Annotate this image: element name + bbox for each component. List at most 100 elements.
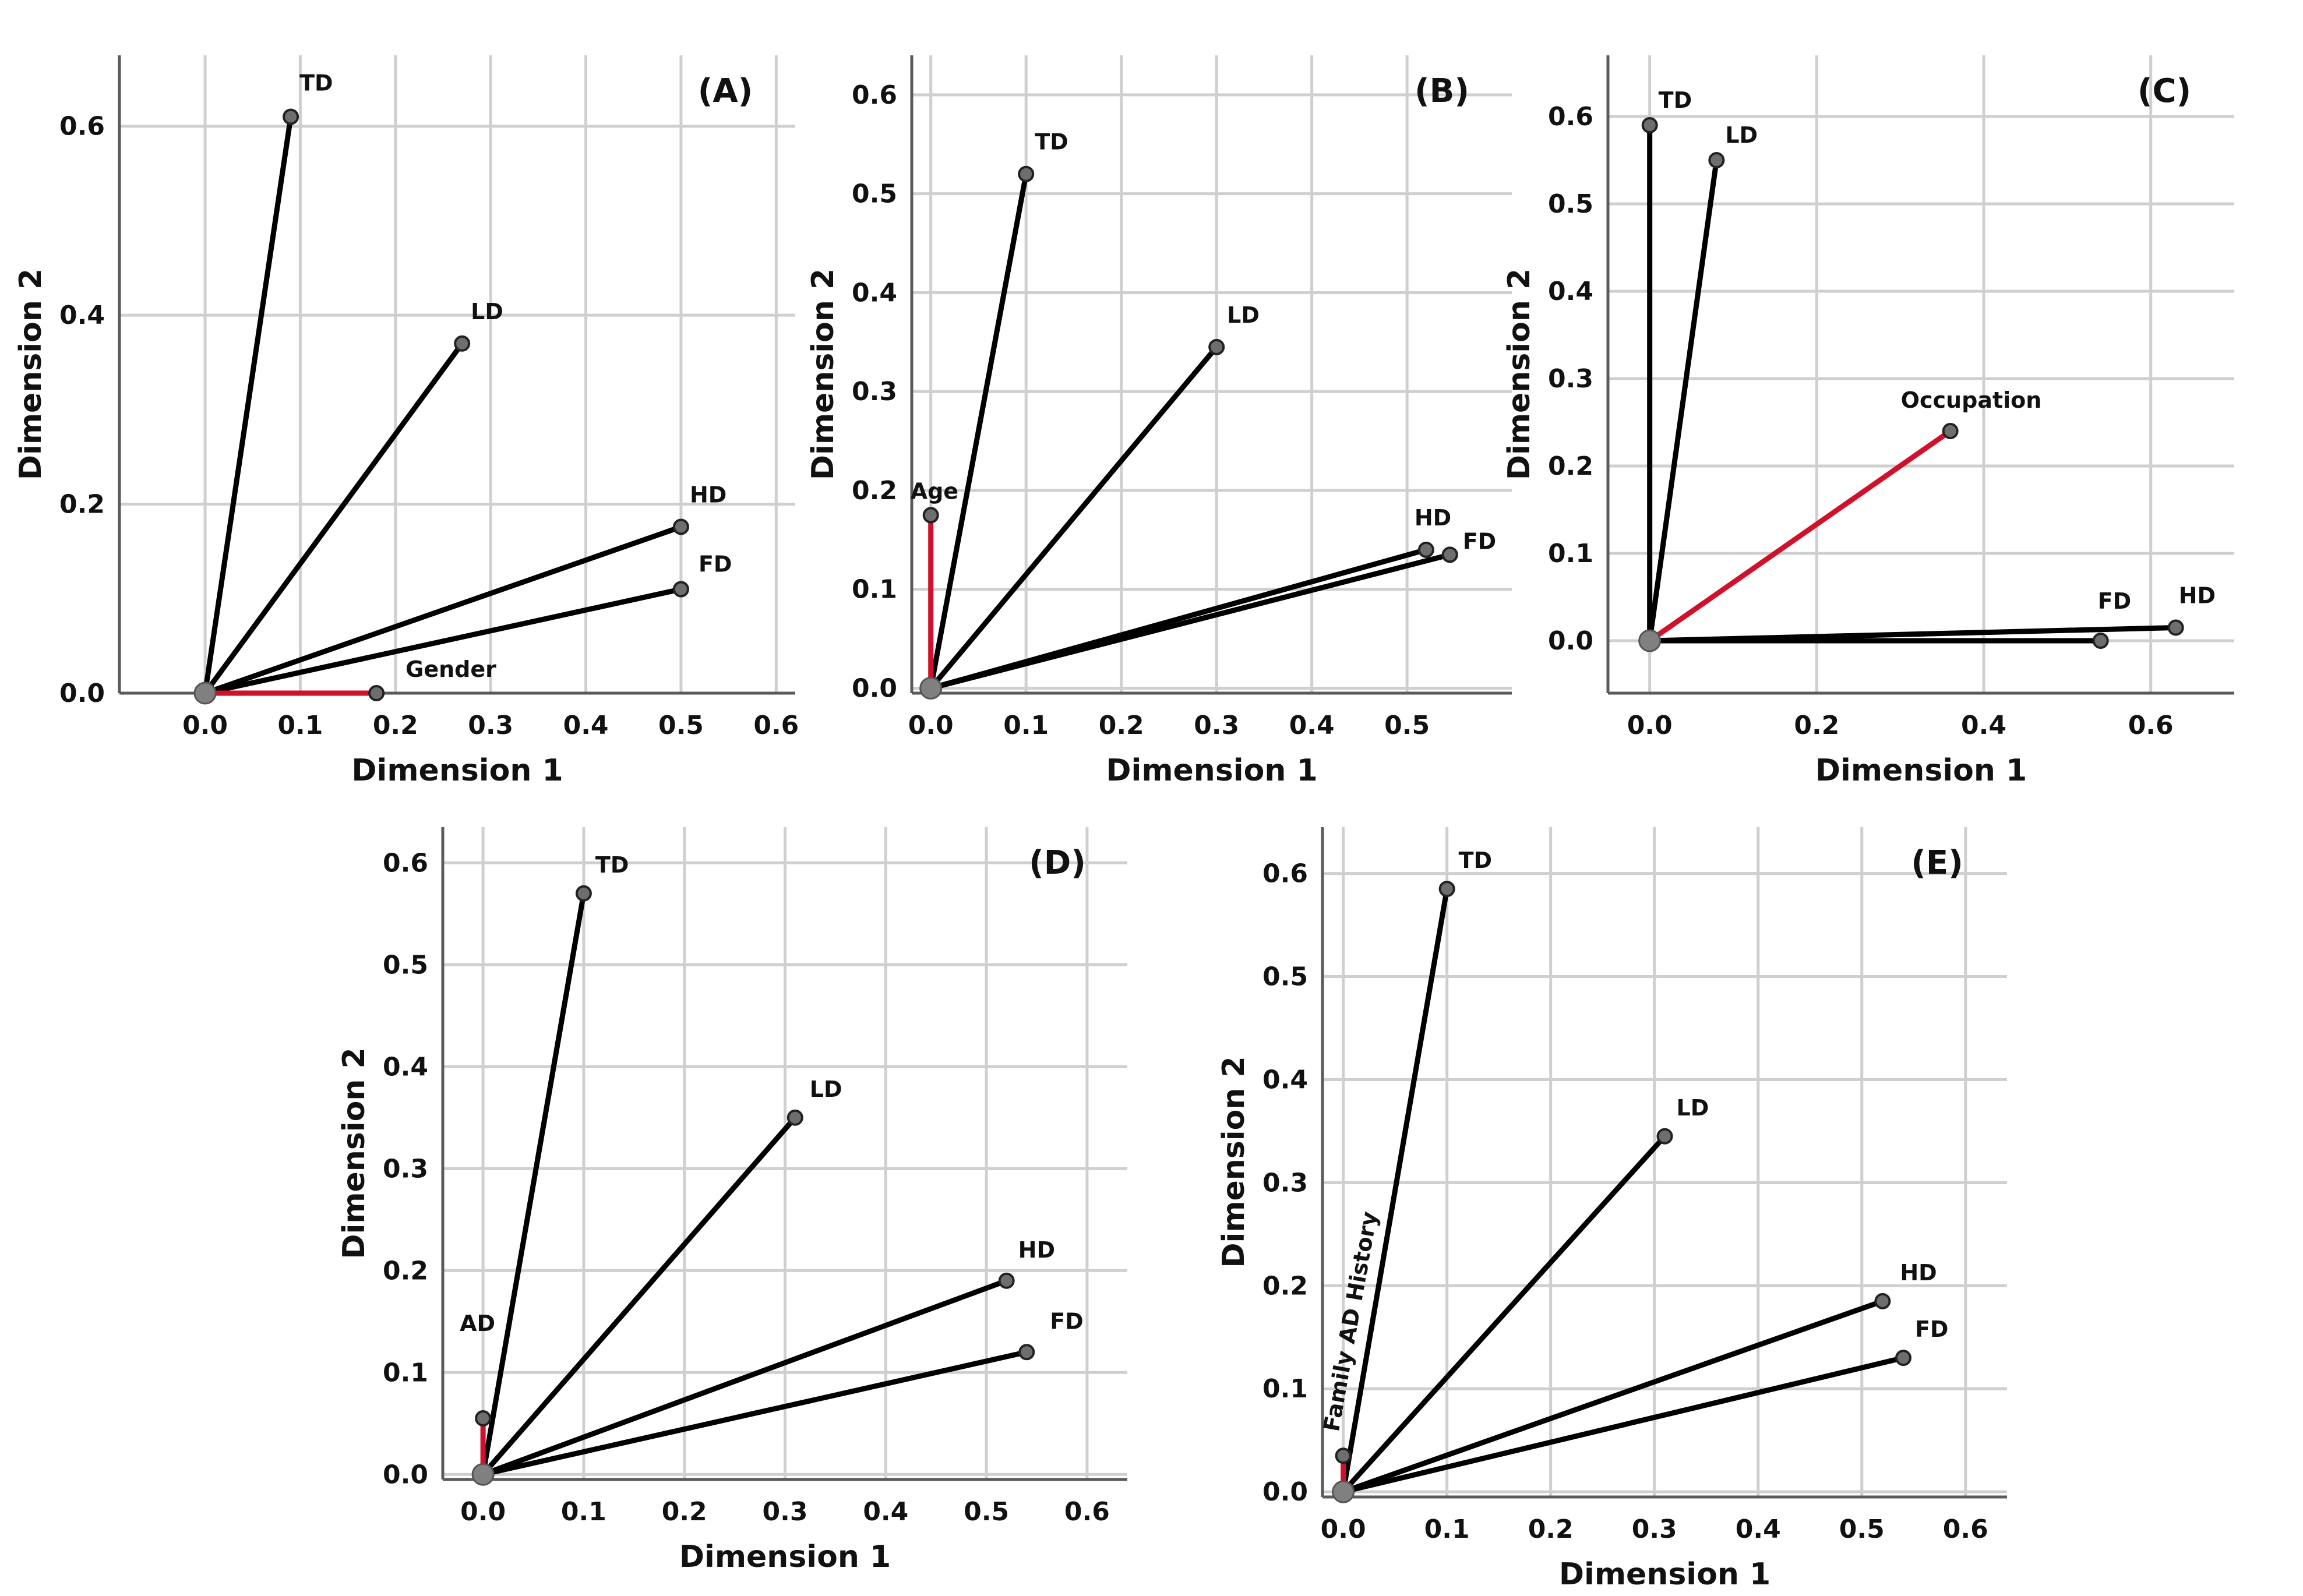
vector-fd bbox=[1341, 1355, 1906, 1495]
vector-endpoint bbox=[1441, 546, 1458, 563]
vector-td bbox=[202, 114, 294, 696]
vector-label: FD bbox=[1050, 1308, 1084, 1334]
origin-point bbox=[471, 1463, 495, 1486]
vector-label: HD bbox=[690, 482, 726, 507]
vector-endpoint bbox=[1942, 423, 1959, 439]
x-tick-label: 0.2 bbox=[373, 711, 418, 740]
y-tick-label: 0.0 bbox=[59, 679, 105, 708]
x-tick-label: 0.2 bbox=[662, 1497, 707, 1527]
x-tick-label: 0.4 bbox=[1961, 711, 2006, 740]
x-axis-title: Dimension 1 bbox=[679, 1539, 891, 1574]
x-tick-label: 0.3 bbox=[763, 1497, 808, 1527]
vector-label: FD bbox=[2098, 588, 2132, 614]
vector-td bbox=[480, 891, 587, 1477]
x-tick-label: 0.4 bbox=[863, 1497, 908, 1527]
vector-endpoint bbox=[1708, 152, 1725, 168]
panel-label: (B) bbox=[1415, 72, 1469, 110]
vector-endpoint bbox=[1018, 165, 1035, 182]
vector-endpoint bbox=[475, 1410, 492, 1426]
y-tick-label: 0.4 bbox=[1262, 1065, 1308, 1094]
x-tick-label: 0.4 bbox=[1289, 711, 1335, 740]
y-axis-title: Dimension 2 bbox=[1216, 1056, 1251, 1267]
x-tick-label: 0.1 bbox=[277, 711, 323, 740]
x-axis-title: Dimension 1 bbox=[1106, 753, 1317, 788]
vector-ld bbox=[1647, 157, 1719, 644]
vector-endpoint bbox=[454, 335, 471, 352]
vector-endpoint bbox=[1438, 881, 1455, 898]
x-tick-label: 0.5 bbox=[964, 1497, 1009, 1527]
vector-fd bbox=[480, 1349, 1029, 1477]
y-tick-label: 0.4 bbox=[1548, 277, 1593, 306]
x-tick-label: 0.3 bbox=[1632, 1514, 1677, 1544]
vector-endpoint bbox=[1656, 1128, 1673, 1145]
vector-occupation bbox=[1647, 428, 1953, 644]
vector-label: LD bbox=[471, 299, 503, 324]
y-tick-label: 0.3 bbox=[852, 377, 897, 407]
vector-hd bbox=[1341, 1298, 1885, 1495]
x-tick-label: 0.0 bbox=[1321, 1514, 1366, 1544]
x-tick-label: 0.4 bbox=[1736, 1514, 1781, 1544]
chart-panel-3: 0.0 0.2 0.4 0.6 0.0 0.1 0.2 0.3 0.4 0.5 0.6 Dimensi… bbox=[1502, 55, 2234, 788]
origin-point bbox=[919, 677, 943, 700]
vector-label: TD bbox=[1459, 848, 1492, 873]
vector-fd bbox=[202, 587, 684, 696]
x-tick-label: 0.0 bbox=[908, 711, 954, 740]
y-tick-label: 0.2 bbox=[1548, 451, 1593, 481]
panel-label: (C) bbox=[2138, 72, 2191, 110]
vector-ld bbox=[1341, 1134, 1667, 1495]
vector-label: TD bbox=[1035, 129, 1068, 155]
vector-label: FD bbox=[1915, 1316, 1949, 1342]
y-tick-label: 0.5 bbox=[1548, 189, 1593, 219]
vector-endpoint bbox=[1895, 1350, 1911, 1367]
vector-hd bbox=[480, 1278, 1010, 1477]
x-tick-label: 0.5 bbox=[1839, 1514, 1885, 1544]
y-tick-label: 0.1 bbox=[383, 1358, 428, 1387]
vector-endpoint bbox=[787, 1109, 803, 1126]
vector-label: LD bbox=[1725, 122, 1758, 148]
panel-label: (A) bbox=[698, 72, 753, 110]
y-tick-label: 0.0 bbox=[383, 1460, 428, 1489]
x-tick-label: 0.2 bbox=[1794, 711, 1839, 740]
vector-label: AD bbox=[460, 1311, 495, 1336]
x-tick-label: 0.0 bbox=[460, 1497, 506, 1527]
y-tick-label: 0.3 bbox=[1262, 1168, 1308, 1198]
y-tick-label: 0.2 bbox=[59, 490, 105, 520]
y-tick-label: 0.3 bbox=[1548, 364, 1593, 394]
y-tick-label: 0.5 bbox=[383, 950, 428, 980]
vector-endpoint bbox=[1208, 338, 1225, 355]
vector-endpoint bbox=[283, 108, 299, 125]
vector-endpoint bbox=[672, 581, 689, 598]
origin-point bbox=[193, 682, 217, 705]
vector-endpoint bbox=[998, 1272, 1015, 1289]
x-tick-label: 0.0 bbox=[1627, 711, 1673, 740]
y-tick-label: 0.2 bbox=[852, 476, 897, 506]
vector-td bbox=[928, 171, 1029, 691]
y-tick-label: 0.6 bbox=[1548, 102, 1593, 132]
y-tick-label: 0.3 bbox=[383, 1154, 428, 1184]
chart-panel-2: 0.0 0.1 0.2 0.3 0.4 0.5 0.0 0.1 0.2 0.3 0.4 0.5 0.6 D… bbox=[806, 55, 1512, 788]
y-tick-label: 0.5 bbox=[852, 179, 897, 209]
x-axis-title: Dimension 1 bbox=[1559, 1557, 1771, 1592]
vector-endpoint bbox=[1417, 541, 1434, 558]
x-tick-label: 0.6 bbox=[1943, 1514, 1988, 1544]
x-tick-label: 0.6 bbox=[753, 711, 799, 740]
vector-endpoint bbox=[1874, 1293, 1891, 1309]
vector-endpoint bbox=[2167, 619, 2184, 636]
vector-label: FD bbox=[699, 552, 732, 577]
x-tick-label: 0.6 bbox=[1064, 1497, 1110, 1527]
vector-endpoint bbox=[922, 507, 939, 524]
y-tick-label: 0.4 bbox=[852, 278, 897, 308]
vector-label: LD bbox=[1227, 302, 1260, 328]
y-tick-label: 0.6 bbox=[383, 848, 428, 878]
x-tick-label: 0.1 bbox=[1003, 711, 1049, 740]
x-axis-title: Dimension 1 bbox=[1815, 753, 2027, 788]
y-tick-label: 0.0 bbox=[1548, 626, 1593, 656]
x-tick-label: 0.4 bbox=[563, 711, 609, 740]
origin-point bbox=[1638, 629, 1662, 652]
vector-endpoint bbox=[672, 518, 689, 535]
y-tick-label: 0.1 bbox=[1262, 1374, 1308, 1404]
vector-td bbox=[1341, 886, 1450, 1495]
vector-label: TD bbox=[595, 852, 629, 878]
x-tick-label: 0.5 bbox=[1384, 711, 1430, 740]
